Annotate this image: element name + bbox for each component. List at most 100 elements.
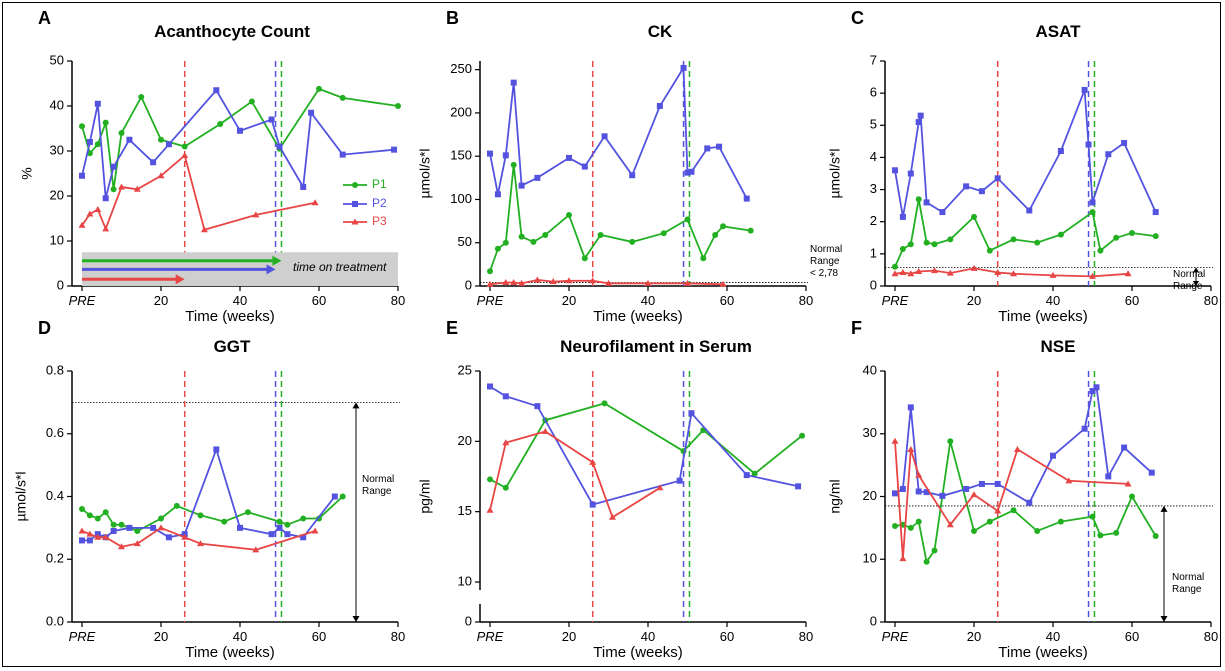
x-axis-label: Time (weeks) <box>998 308 1087 325</box>
y-tick-label: 4 <box>870 149 877 164</box>
x-tick-label: 80 <box>391 629 405 644</box>
x-tick-label: 60 <box>720 293 734 308</box>
series-line-p1 <box>489 164 751 272</box>
data-point <box>704 145 711 152</box>
data-point <box>1081 425 1088 432</box>
data-point <box>1010 270 1017 277</box>
data-point <box>994 480 1001 487</box>
data-point <box>915 488 922 495</box>
y-axis-label: % <box>19 167 35 179</box>
data-point <box>917 112 924 119</box>
arrow-head <box>175 274 185 285</box>
data-point <box>213 446 220 453</box>
data-point <box>487 150 493 157</box>
normal-range-annotation: Range <box>1172 584 1202 595</box>
panel-letter: F <box>851 318 862 338</box>
series-line-p1 <box>894 441 1157 565</box>
data-point <box>494 245 501 252</box>
data-point <box>486 506 494 513</box>
data-point <box>126 524 133 531</box>
data-point <box>1034 239 1041 246</box>
data-point <box>510 161 517 168</box>
data-point <box>907 241 914 248</box>
data-point <box>510 279 518 286</box>
data-point <box>118 130 125 136</box>
data-point <box>566 154 572 161</box>
data-point <box>970 264 978 271</box>
data-point <box>923 199 930 206</box>
series-line-p1 <box>489 402 803 490</box>
series-line-p2 <box>894 385 1153 505</box>
data-point <box>1026 207 1033 214</box>
data-point <box>971 213 977 220</box>
data-point <box>1129 229 1135 236</box>
data-point <box>78 221 86 228</box>
data-point <box>94 141 101 148</box>
y-tick-label: 15 <box>458 503 472 518</box>
data-point <box>118 183 125 190</box>
data-point <box>252 546 260 553</box>
x-tick-label: PRE <box>69 293 96 308</box>
x-tick-label: 80 <box>1204 293 1218 308</box>
panel-title: Neurofilament in Serum <box>560 337 752 356</box>
data-point <box>102 225 110 232</box>
data-point <box>165 534 172 541</box>
data-point <box>892 167 898 174</box>
data-point <box>79 537 85 544</box>
data-point <box>684 279 691 286</box>
series-line-p3 <box>489 430 661 519</box>
x-axis-label: Time (weeks) <box>185 644 274 661</box>
data-point <box>276 143 283 150</box>
data-point <box>1097 247 1104 254</box>
data-point <box>566 212 572 219</box>
data-point <box>165 141 172 148</box>
data-point <box>1057 231 1064 238</box>
data-point <box>1049 271 1057 278</box>
data-point <box>915 119 922 126</box>
panel-a: A Acanthocyte Count% 0 10 20 30 40 50 PRE 20 40 60 8… <box>19 8 406 325</box>
data-point <box>629 172 636 179</box>
x-tick-label: 40 <box>641 293 655 308</box>
data-point <box>1089 272 1096 279</box>
data-point <box>300 184 307 190</box>
data-point <box>237 524 243 531</box>
data-point <box>502 393 509 400</box>
x-tick-label: 40 <box>1046 293 1060 308</box>
data-point <box>1121 139 1128 146</box>
data-point <box>1129 493 1135 500</box>
normal-range-annotation: Range <box>362 486 392 497</box>
series-line-p2 <box>489 385 799 506</box>
panel-letter: D <box>38 318 51 338</box>
data-point <box>487 268 493 275</box>
y-tick-label: 0 <box>870 277 877 292</box>
data-point <box>157 172 165 179</box>
y-axis-label: µmol/s*l <box>13 471 29 521</box>
data-point <box>899 269 907 275</box>
data-point <box>510 79 517 86</box>
data-point <box>1152 233 1159 240</box>
data-point <box>244 509 251 516</box>
x-axis-label: Time (weeks) <box>593 644 682 661</box>
x-tick-label: 60 <box>720 629 734 644</box>
normal-range-annotation: Range <box>810 256 840 267</box>
data-point <box>1089 199 1096 206</box>
data-point <box>712 231 719 238</box>
legend-marker <box>352 182 358 188</box>
data-point <box>644 279 652 286</box>
data-point <box>907 524 914 531</box>
data-point <box>795 483 802 490</box>
data-point <box>284 521 291 528</box>
data-point <box>994 269 1002 275</box>
legend-marker <box>352 201 358 207</box>
series-line-p3 <box>894 441 1129 559</box>
data-point <box>907 170 914 177</box>
arrow-head <box>352 616 360 622</box>
data-point <box>1010 507 1017 514</box>
data-point <box>923 489 930 496</box>
y-tick-label: 200 <box>450 104 472 119</box>
y-tick-label: 0.8 <box>46 362 64 377</box>
normal-range-annotation: Normal <box>1172 572 1204 583</box>
arrow-head <box>1160 616 1168 622</box>
